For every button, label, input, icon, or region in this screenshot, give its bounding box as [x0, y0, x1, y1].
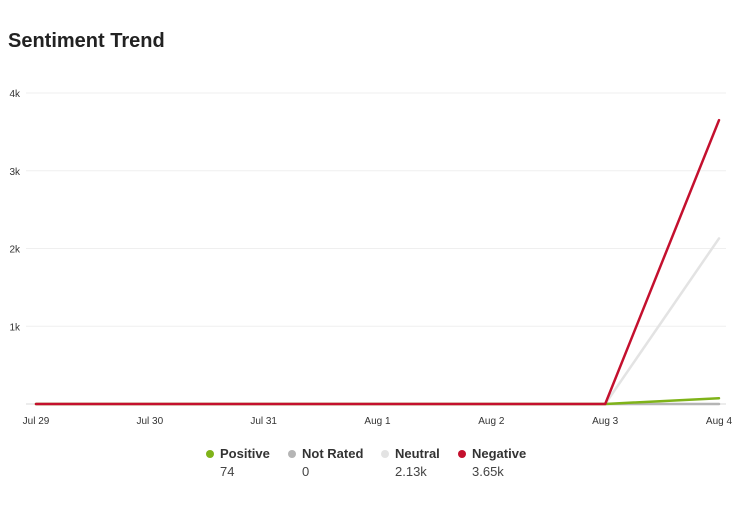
y-tick-label: 3k: [9, 167, 21, 178]
x-tick-label: Jul 31: [250, 416, 277, 427]
not-rated-dot-icon: [288, 449, 296, 458]
x-tick-label: Jul 30: [136, 416, 163, 427]
chart-legend: Positive 74 Not Rated 0 Neutral 2.13k Ne…: [0, 446, 733, 486]
x-tick-label: Aug 4: [706, 416, 733, 427]
y-tick-label: 2k: [9, 245, 21, 256]
legend-label-negative: Negative: [472, 446, 527, 461]
x-tick-label: Aug 1: [364, 416, 391, 427]
legend-value-positive: 74: [220, 464, 235, 479]
y-tick-label: 4k: [9, 89, 21, 100]
legend-value-negative: 3.65k: [472, 464, 504, 479]
legend-label-not-rated: Not Rated: [302, 446, 364, 461]
positive-dot-icon: [206, 449, 214, 458]
x-tick-label: Aug 2: [478, 416, 505, 427]
legend-label-neutral: Neutral: [395, 446, 440, 461]
legend-value-neutral: 2.13k: [395, 464, 427, 479]
x-tick-label: Aug 3: [592, 416, 619, 427]
legend-value-not-rated: 0: [302, 464, 310, 479]
legend-item-negative[interactable]: Negative 3.65k: [458, 446, 526, 479]
series-line-neutral: [34, 237, 721, 406]
legend-label-positive: Positive: [220, 446, 270, 461]
chart-title: Sentiment Trend: [8, 30, 165, 52]
neutral-dot-icon: [381, 449, 389, 458]
legend-item-neutral[interactable]: Neutral 2.13k: [381, 446, 440, 479]
legend-item-not-rated[interactable]: Not Rated 0: [288, 446, 363, 479]
negative-dot-icon: [458, 449, 466, 458]
x-tick-label: Jul 29: [23, 416, 50, 427]
series-line-negative: [34, 118, 721, 406]
y-tick-label: 1k: [9, 322, 21, 333]
legend-item-positive[interactable]: Positive 74: [206, 446, 270, 479]
